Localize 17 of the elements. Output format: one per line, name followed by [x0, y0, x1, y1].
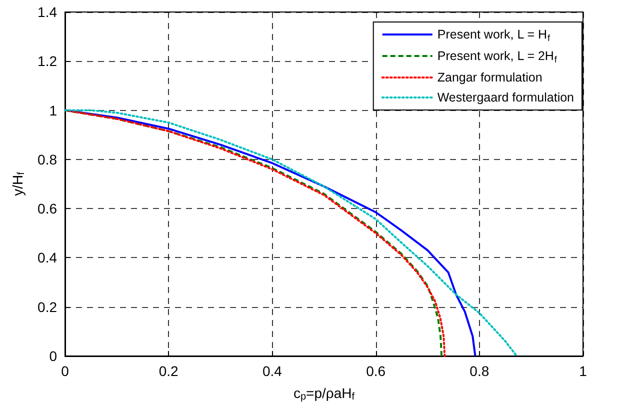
y-tick-label: 1	[49, 102, 58, 118]
x-tick-label: 0.6	[366, 363, 386, 379]
legend-label: Westergaard formulation	[437, 90, 574, 104]
y-tick-label: 1.4	[38, 4, 58, 20]
y-tick-label: 0.6	[38, 200, 58, 217]
x-tick-label: 0.4	[262, 363, 282, 379]
y-tick-label: 1.2	[38, 53, 58, 70]
x-tick-label: 0	[61, 363, 70, 379]
y-tick-label: 0.4	[38, 250, 58, 266]
y-axis-title: y/Hf	[10, 172, 28, 196]
legend-label: Zangar formulation	[437, 70, 542, 84]
x-tick-label: 0.8	[470, 363, 490, 379]
x-tick-label: 1	[579, 363, 588, 379]
y-tick-label: 0	[49, 348, 58, 364]
y-tick-label: 0.2	[38, 298, 58, 315]
x-tick-label: 0.2	[158, 363, 179, 379]
y-tick-label: 0.8	[38, 151, 58, 168]
